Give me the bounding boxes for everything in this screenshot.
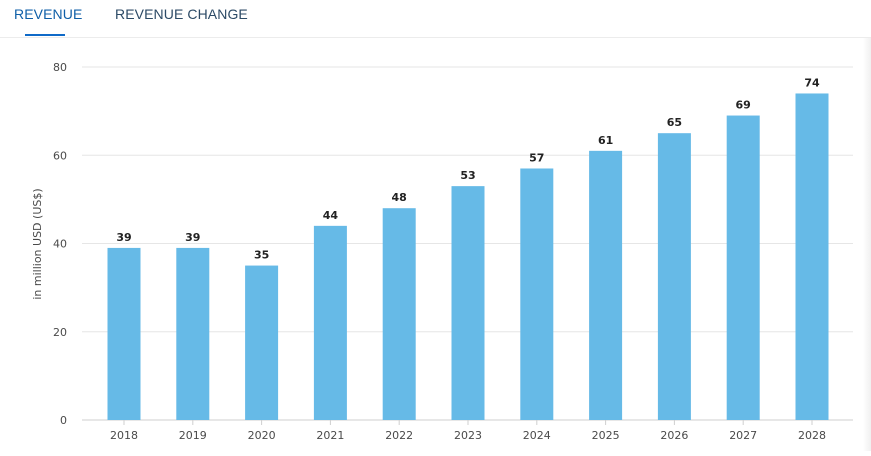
tab-bar: REVENUE REVENUE CHANGE bbox=[0, 0, 871, 38]
x-tick-label: 2021 bbox=[316, 429, 344, 442]
x-tick-label: 2025 bbox=[592, 429, 620, 442]
bar-2028[interactable] bbox=[795, 93, 829, 420]
bar-2024[interactable] bbox=[520, 168, 554, 420]
x-axis-ticks: 2018 2019 2020 2021 2022 2023 2024 2025 2026 2027… bbox=[110, 420, 826, 442]
data-label-2025: 61 bbox=[598, 134, 613, 147]
x-tick-label: 2023 bbox=[454, 429, 482, 442]
data-label-2020: 35 bbox=[254, 249, 269, 262]
y-axis-title: in million USD (US$) bbox=[31, 188, 44, 299]
data-label-2021: 44 bbox=[323, 209, 339, 222]
data-label-2022: 48 bbox=[392, 191, 407, 204]
bar-2022[interactable] bbox=[382, 208, 416, 420]
x-tick-label: 2026 bbox=[660, 429, 688, 442]
bars bbox=[107, 93, 829, 420]
tab-revenue-change-label: REVENUE CHANGE bbox=[115, 6, 248, 22]
tab-revenue-label: REVENUE bbox=[14, 6, 83, 22]
data-label-2026: 65 bbox=[667, 116, 682, 129]
scroll-shadow bbox=[863, 38, 871, 451]
bar-2020[interactable] bbox=[245, 265, 279, 420]
bar-2025[interactable] bbox=[589, 150, 623, 420]
x-tick-label: 2020 bbox=[248, 429, 276, 442]
chart-container: 0 20 40 60 80 in million USD (US$) 39 39 35 44 4… bbox=[0, 38, 871, 451]
x-tick-label: 2022 bbox=[385, 429, 413, 442]
x-tick-label: 2027 bbox=[729, 429, 757, 442]
bar-2019[interactable] bbox=[176, 247, 210, 420]
y-tick-label: 40 bbox=[53, 238, 67, 251]
y-tick-label: 20 bbox=[53, 326, 67, 339]
x-tick-label: 2028 bbox=[798, 429, 826, 442]
bar-2021[interactable] bbox=[313, 225, 347, 420]
data-label-2024: 57 bbox=[529, 151, 544, 164]
y-tick-label: 60 bbox=[53, 149, 67, 162]
data-label-2018: 39 bbox=[116, 231, 131, 244]
x-tick-label: 2018 bbox=[110, 429, 138, 442]
x-tick-label: 2019 bbox=[179, 429, 207, 442]
y-tick-label: 80 bbox=[53, 61, 67, 74]
x-tick-label: 2024 bbox=[523, 429, 551, 442]
active-tab-indicator bbox=[25, 34, 65, 36]
bar-2027[interactable] bbox=[726, 115, 760, 420]
y-tick-label: 0 bbox=[60, 414, 67, 427]
data-label-2028: 74 bbox=[804, 76, 820, 89]
y-axis-ticks: 0 20 40 60 80 bbox=[53, 61, 67, 427]
bar-2023[interactable] bbox=[451, 186, 485, 420]
revenue-bar-chart: 0 20 40 60 80 in million USD (US$) 39 39 35 44 4… bbox=[31, 61, 853, 442]
bar-2018[interactable] bbox=[107, 247, 141, 420]
data-label-2027: 69 bbox=[736, 99, 751, 112]
data-labels: 39 39 35 44 48 53 57 61 65 69 74 bbox=[116, 76, 820, 261]
tab-revenue-change[interactable]: REVENUE CHANGE bbox=[115, 4, 248, 37]
bar-2026[interactable] bbox=[657, 133, 691, 420]
tab-revenue[interactable]: REVENUE bbox=[14, 4, 82, 37]
data-label-2023: 53 bbox=[460, 169, 475, 182]
data-label-2019: 39 bbox=[185, 231, 200, 244]
